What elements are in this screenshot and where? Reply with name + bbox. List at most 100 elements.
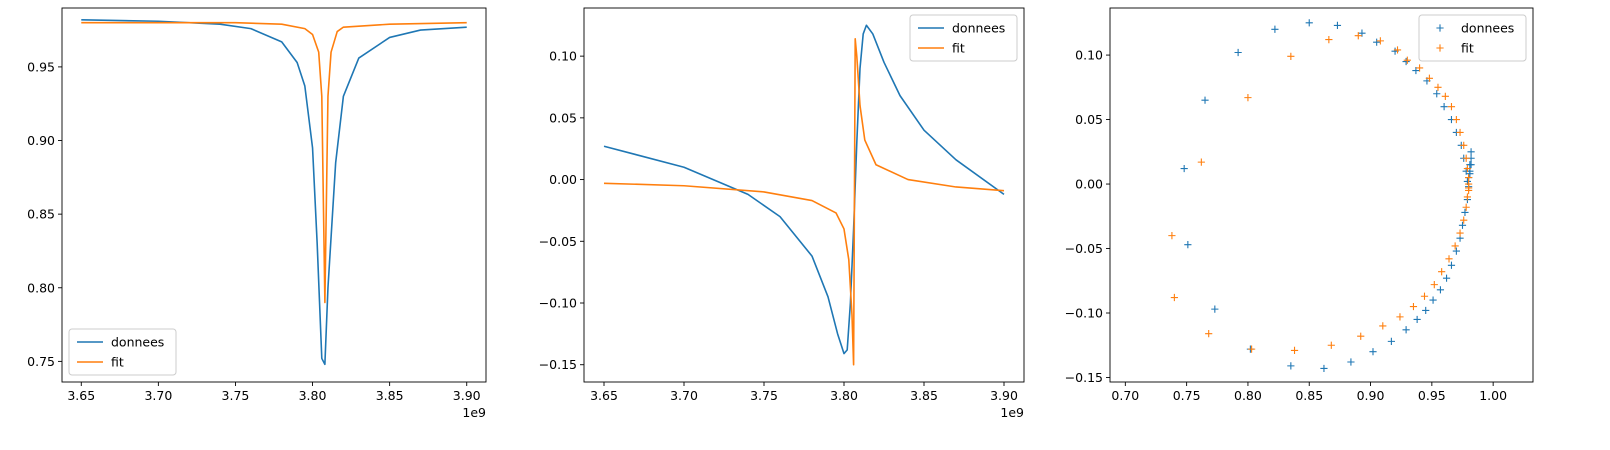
legend: donnees fit: [68, 328, 177, 376]
data-point-donnees: [1201, 96, 1209, 104]
data-point-fit: [1170, 293, 1178, 302]
data-point-donnees: [1452, 247, 1460, 255]
data-point-donnees: [1180, 164, 1188, 173]
data-point-donnees: [1467, 161, 1475, 169]
data-point-donnees: [1442, 274, 1451, 282]
y-tick-label: −0.15: [539, 357, 577, 372]
chart-panel-1: 3.65 3.70 3.75 3.80 3.85 3.90 1e9 0.75 0.80 0.85 0…: [27, 7, 487, 420]
data-point-fit: [1460, 141, 1468, 149]
data-point-donnees: [1320, 364, 1328, 373]
y-tick-label: 0.95: [27, 59, 55, 74]
legend-label-donnees: donnees: [1461, 21, 1514, 36]
data-point-fit: [1396, 313, 1404, 321]
data-point-fit: [1197, 158, 1205, 166]
data-point-donnees: [1458, 221, 1467, 229]
data-point-fit: [1451, 242, 1459, 250]
legend-label-donnees: donnees: [952, 21, 1005, 36]
x-tick-label: 3.65: [590, 388, 618, 403]
data-point-donnees: [1440, 103, 1448, 111]
legend: donnees fit: [909, 14, 1018, 62]
data-point-donnees: [1466, 170, 1474, 178]
x-tick-label: 3.75: [750, 388, 778, 403]
data-point-donnees: [1271, 25, 1279, 33]
x-tick-label: 3.90: [990, 388, 1018, 403]
x-tick-label: 3.70: [144, 388, 172, 403]
data-point-fit: [1434, 83, 1442, 91]
data-point-fit: [1438, 268, 1446, 276]
series-line-fit: [81, 21, 467, 304]
data-point-fit: [1456, 229, 1464, 237]
y-tick-label: 0.05: [549, 110, 577, 125]
data-point-fit: [1205, 330, 1213, 338]
data-point-donnees: [1211, 305, 1219, 313]
y-tick-label: 0.10: [549, 49, 577, 64]
data-point-fit: [1430, 281, 1438, 289]
x-tick-label: 0.85: [1295, 388, 1323, 403]
data-point-donnees: [1369, 348, 1377, 356]
x-tick-label: 0.90: [1357, 388, 1385, 403]
x-tick-label: 3.70: [670, 388, 698, 403]
x-tick-label: 0.95: [1418, 388, 1446, 403]
y-tick-label: −0.10: [539, 296, 577, 311]
data-point-fit: [1287, 52, 1295, 60]
x-tick-label: 3.65: [67, 388, 95, 403]
data-point-fit: [1403, 56, 1411, 64]
series-fit: [603, 38, 1005, 366]
data-point-donnees: [1287, 362, 1295, 370]
y-tick-label: 0.90: [27, 133, 55, 148]
data-point-fit: [1425, 74, 1433, 82]
y-tick-label: 0.75: [27, 354, 55, 369]
series-donnees: [81, 18, 467, 366]
data-point-fit: [1244, 94, 1252, 102]
data-point-donnees: [1447, 261, 1456, 269]
series-fit: [81, 21, 467, 304]
plot-area: [603, 24, 1005, 366]
data-point-fit: [1290, 346, 1299, 355]
legend-box: [909, 14, 1018, 62]
data-point-fit: [1465, 173, 1473, 182]
legend: donnees fit: [1418, 14, 1527, 62]
x-tick-label: 3.85: [910, 388, 938, 403]
data-point-fit: [1463, 164, 1471, 173]
legend-label-fit: fit: [1461, 41, 1474, 56]
chart-panel-2: 3.65 3.70 3.75 3.80 3.85 3.90 1e9 −0.15 −0.10 −0.…: [539, 7, 1025, 420]
data-point-fit: [1452, 115, 1460, 124]
data-point-donnees: [1234, 48, 1242, 57]
data-point-fit: [1456, 128, 1464, 137]
data-point-fit: [1420, 292, 1429, 300]
legend-swatch-donnees: [1436, 24, 1444, 32]
data-point-donnees: [1436, 286, 1445, 294]
x-tick-label: 1.00: [1479, 388, 1507, 403]
y-tick-label: 0.05: [1075, 112, 1103, 127]
series-fit: [1168, 32, 1473, 355]
data-point-fit: [1357, 332, 1365, 340]
plot-area: [1168, 19, 1475, 373]
series-donnees: [1180, 19, 1475, 373]
data-point-donnees: [1467, 148, 1475, 156]
data-point-donnees: [1413, 315, 1421, 324]
legend-label-donnees: donnees: [111, 335, 164, 350]
x-tick-label: 0.75: [1173, 388, 1201, 403]
data-point-fit: [1168, 232, 1176, 240]
y-tick-label: 0.85: [27, 207, 55, 222]
data-point-donnees: [1184, 241, 1192, 249]
x-offset-label: 1e9: [462, 405, 486, 420]
series-donnees: [603, 24, 1005, 355]
data-point-fit: [1441, 92, 1449, 100]
y-tick-label: −0.05: [1065, 241, 1103, 256]
data-point-fit: [1325, 35, 1333, 44]
y-tick-label: −0.10: [1065, 306, 1103, 321]
x-tick-label: 3.80: [830, 388, 858, 403]
series-line-fit: [603, 38, 1005, 366]
y-tick-label: 0.10: [1075, 48, 1103, 63]
x-tick-label: 0.80: [1234, 388, 1262, 403]
legend-swatch-fit: [1436, 44, 1444, 52]
data-point-donnees: [1373, 38, 1381, 46]
data-point-fit: [1463, 193, 1471, 201]
data-point-fit: [1462, 203, 1470, 211]
data-point-donnees: [1461, 208, 1469, 217]
data-point-donnees: [1422, 306, 1430, 315]
data-point-donnees: [1429, 296, 1437, 304]
legend-box: [68, 328, 177, 376]
